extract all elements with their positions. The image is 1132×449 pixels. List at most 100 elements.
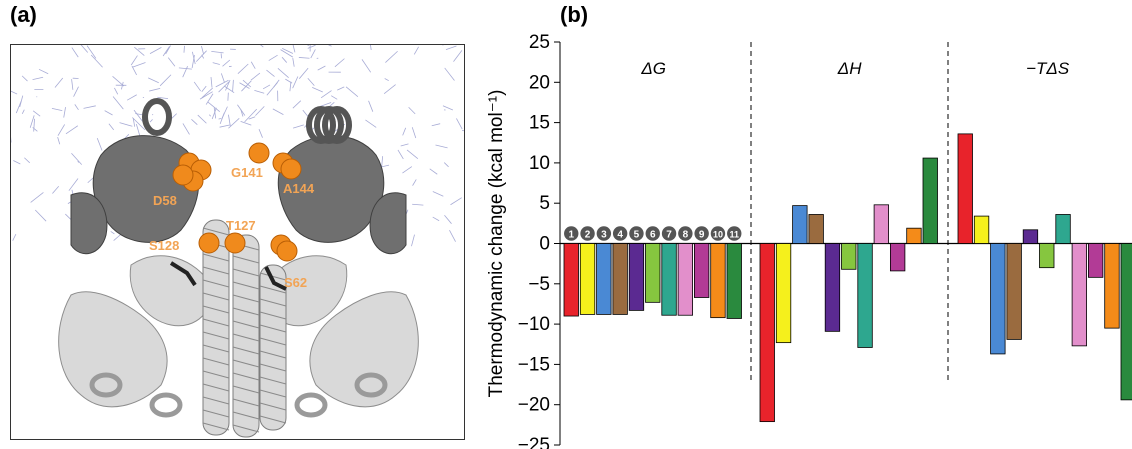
- y-tick-label: −10: [518, 314, 550, 335]
- dna-segment: [241, 80, 252, 92]
- helix-turn: [232, 398, 260, 407]
- dna-segment: [205, 93, 214, 105]
- variant-marker-label: 7: [666, 230, 672, 241]
- helix-turn: [232, 333, 260, 342]
- bar: [1104, 243, 1120, 329]
- dna-segment: [201, 85, 207, 93]
- dna-segment: [298, 67, 309, 79]
- dna-segment: [96, 137, 103, 151]
- residue-label-g141: G141: [231, 165, 263, 180]
- bar: [1088, 243, 1104, 278]
- bar: [596, 243, 612, 315]
- y-tick-label: −25: [518, 435, 550, 449]
- helix-turn: [202, 266, 230, 275]
- helix-turn: [259, 402, 287, 411]
- residue-labels: D58 G141 A144 T127 S128 S62: [149, 165, 315, 290]
- helix-turn: [259, 376, 287, 385]
- residue-label-s128: S128: [149, 238, 179, 253]
- y-tick-label: −15: [518, 354, 550, 375]
- helix-turn: [232, 346, 260, 355]
- dna-segment: [207, 101, 221, 113]
- lower-coils: [89, 372, 388, 418]
- bar: [1006, 243, 1022, 340]
- helix-turn: [232, 268, 260, 277]
- dna-segment: [159, 74, 172, 87]
- variant-marker-label: 1: [568, 230, 574, 241]
- variant-marker-label: 10: [713, 230, 723, 240]
- residue-sphere: [248, 142, 270, 164]
- variant-marker: [694, 226, 709, 241]
- dna-segment: [201, 45, 204, 55]
- residue-sphere: [224, 232, 246, 254]
- dna-segment: [21, 109, 25, 114]
- dna-segment: [266, 69, 275, 77]
- residue-label-s62: S62: [284, 275, 307, 290]
- dna-segment: [132, 62, 146, 68]
- y-tick-label: 0: [539, 234, 550, 255]
- dna-segment: [240, 109, 244, 117]
- dna-segment: [330, 95, 338, 100]
- dna-segment: [71, 153, 83, 165]
- dna-segment: [292, 58, 295, 67]
- dna-segment: [218, 81, 230, 93]
- variant-marker: [564, 226, 579, 241]
- dna-segment: [385, 50, 398, 63]
- central-helices: [202, 219, 287, 438]
- bar: [677, 243, 694, 316]
- bar: [1039, 243, 1055, 269]
- dna-segment: [317, 65, 326, 71]
- bar: [759, 243, 775, 423]
- variant-marker: [580, 226, 595, 241]
- dna-segment: [219, 112, 225, 125]
- dna-segment: [178, 67, 192, 70]
- dna-segment: [453, 50, 463, 62]
- bar: [628, 243, 645, 311]
- dna-segment: [213, 107, 217, 119]
- bar: [775, 243, 792, 344]
- dna-segment: [225, 79, 231, 91]
- dna-segment: [400, 143, 409, 147]
- y-tick-label: 20: [529, 72, 550, 93]
- dna-segment: [112, 96, 124, 110]
- helix-turn: [232, 281, 260, 290]
- bar: [990, 243, 1006, 355]
- dna-segment: [268, 54, 278, 61]
- dna-segment: [149, 119, 153, 123]
- helix-turn: [232, 307, 260, 316]
- dna-segment: [361, 59, 372, 73]
- dna-segment: [240, 120, 252, 126]
- dna-segment: [239, 82, 250, 89]
- dna-segment: [384, 78, 389, 82]
- group-title: −TΔS: [1026, 59, 1070, 78]
- dna-segment: [383, 84, 396, 94]
- dna-segment: [456, 118, 463, 130]
- bar: [1055, 214, 1071, 244]
- dna-segment: [381, 156, 384, 168]
- dna-segment: [113, 234, 121, 241]
- dna-segment: [15, 100, 22, 114]
- dna-segment: [126, 94, 137, 101]
- variant-marker-label: 2: [585, 230, 591, 241]
- dna-segment: [237, 63, 249, 75]
- dna-segment: [21, 75, 28, 82]
- dna-segment: [449, 230, 456, 242]
- helix-turn: [259, 415, 287, 424]
- dna-segment: [248, 116, 256, 120]
- dna-segment: [71, 47, 79, 58]
- dna-segment: [307, 45, 316, 49]
- dna-segment: [68, 178, 79, 191]
- bar: [808, 214, 824, 244]
- coil-loop: [354, 372, 388, 398]
- central-helix: [202, 219, 230, 436]
- dna-segment: [312, 87, 323, 93]
- dna-segment: [24, 157, 30, 164]
- bar: [841, 243, 857, 270]
- dna-segment: [57, 124, 66, 136]
- dna-segment: [193, 81, 202, 92]
- residue-label-d58: D58: [153, 193, 177, 208]
- dna-segment: [232, 79, 234, 92]
- y-tick-label: 15: [529, 113, 550, 134]
- dna-segment: [30, 192, 44, 203]
- bar: [973, 215, 990, 244]
